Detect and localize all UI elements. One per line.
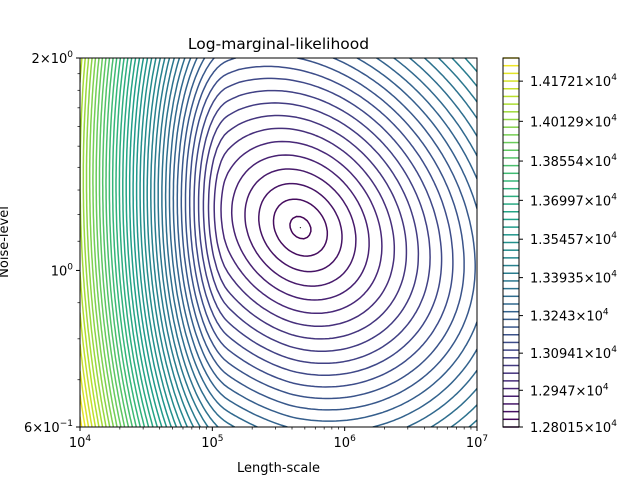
contour-level-44 — [80, 312, 97, 427]
optimum-marker — [299, 227, 302, 229]
contour-level-33 — [108, 58, 138, 427]
colorbar-tick-label-9: 1.41721×104 — [530, 73, 617, 90]
y-axis-label: Noise-level — [0, 206, 12, 278]
y-tick-label-1: 100 — [51, 262, 74, 279]
plot-frame — [79, 57, 478, 428]
contour-level-38 — [92, 58, 118, 427]
colorbar-frame — [502, 57, 520, 428]
x-tick-label-3: 107 — [466, 434, 488, 451]
contour-level-4 — [230, 154, 370, 301]
x-tick-label-0: 104 — [69, 434, 92, 451]
contour-level-35 — [101, 58, 130, 427]
y-tick-label-0: 6×10−1 — [24, 419, 73, 436]
contour-level-7 — [207, 114, 408, 340]
chart-title: Log-marginal-likelihood — [188, 35, 369, 53]
contour-level-8 — [202, 102, 420, 352]
contour-level-21 — [150, 58, 477, 427]
contour-level-37 — [95, 58, 122, 427]
y-axis-ticks: 6×10−1 100 2×100 — [24, 50, 80, 436]
contour-level-29 — [122, 58, 154, 427]
contour-level-31 — [115, 58, 146, 427]
contour-lines — [80, 58, 477, 427]
colorbar-tick-label-0: 1.28015×104 — [530, 419, 617, 436]
contour-level-1 — [272, 198, 329, 257]
contour-level-9 — [197, 89, 431, 365]
contour-level-28 — [125, 58, 159, 427]
contour-level-2 — [258, 182, 343, 273]
contour-level-14 — [176, 58, 477, 422]
contour-level-30 — [118, 58, 150, 427]
colorbar-tick-label-4: 1.33935×104 — [530, 270, 617, 287]
colorbar-tick-label-8: 1.40129×104 — [530, 113, 617, 130]
colorbar-tick-label-1: 1.2947×104 — [530, 382, 609, 399]
contour-level-17 — [164, 58, 477, 427]
contour-level-39 — [88, 58, 115, 427]
colorbar — [503, 57, 519, 428]
contour-level-32 — [111, 58, 142, 427]
contour-level-22 — [146, 58, 189, 427]
colorbar-tick-label-2: 1.30941×104 — [530, 345, 617, 362]
contour-level-25 — [135, 58, 173, 427]
colorbar-tick-label-5: 1.35457×104 — [530, 231, 617, 248]
contour-level-16 — [168, 58, 477, 427]
x-axis-ticks: 104 105 106 107 — [69, 427, 488, 451]
contour-level-11 — [188, 65, 454, 388]
contour-level-47 — [80, 394, 86, 427]
contour-level-36 — [98, 58, 126, 427]
y-tick-label-2: 2×100 — [32, 50, 74, 67]
contour-level-40 — [85, 58, 111, 427]
x-tick-label-1: 105 — [201, 434, 223, 451]
contour-level-15 — [172, 58, 477, 427]
contour-level-41 — [82, 58, 107, 427]
contour-level-3 — [244, 168, 357, 287]
contour-level-34 — [105, 58, 134, 427]
contour-level-24 — [139, 58, 178, 427]
colorbar-tick-label-3: 1.3243×104 — [530, 308, 609, 325]
contour-level-26 — [132, 58, 168, 427]
contour-level-5 — [220, 140, 383, 315]
x-tick-label-2: 106 — [334, 434, 357, 451]
contour-level-0 — [289, 215, 312, 240]
contour-level-13 — [180, 58, 476, 411]
contour-level-23 — [142, 58, 183, 427]
contour-level-18 — [161, 58, 477, 427]
x-axis-label: Length-scale — [237, 461, 320, 476]
colorbar-tick-label-7: 1.38554×104 — [530, 153, 617, 170]
contour-level-19 — [157, 58, 477, 427]
colorbar-ticks: 1.28015×104 1.2947×104 1.30941×104 1.3243×1… — [519, 73, 617, 436]
contour-level-20 — [153, 58, 477, 427]
contour-level-27 — [128, 58, 163, 427]
contour-level-12 — [184, 58, 465, 400]
contour-level-6 — [213, 127, 396, 328]
contour-level-10 — [193, 77, 443, 377]
colorbar-tick-label-6: 1.36997×104 — [530, 192, 617, 209]
contour-level-45 — [80, 343, 93, 427]
